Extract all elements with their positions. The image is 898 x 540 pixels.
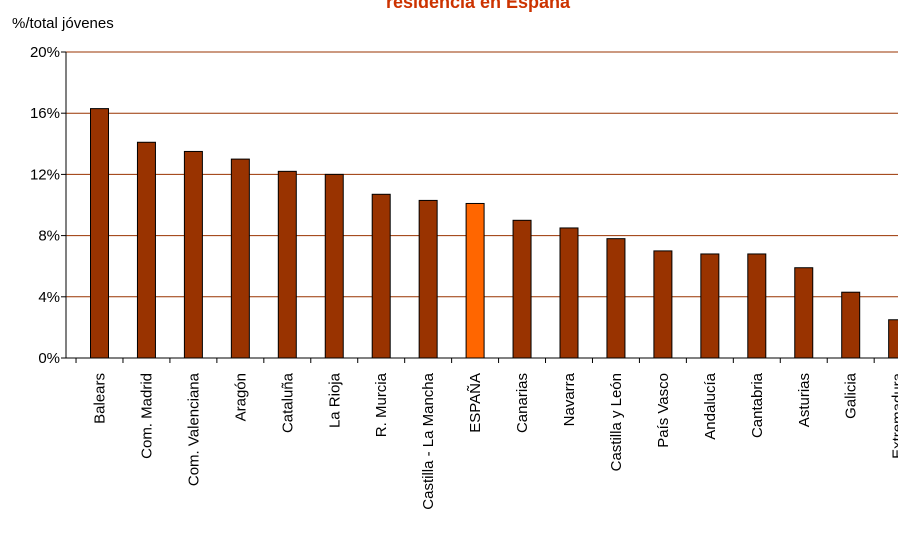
chart-title: residencia en España bbox=[386, 0, 571, 12]
x-tick-label: R. Murcia bbox=[373, 372, 390, 437]
bar-cantabria bbox=[747, 253, 767, 359]
x-tick-label: Navarra bbox=[561, 372, 578, 426]
x-tick-label: Cantabria bbox=[749, 372, 766, 438]
y-axis-ticks: 0% 4% 8% 12% 16% 20% bbox=[30, 44, 66, 367]
x-tick-label: Canarias bbox=[514, 373, 531, 433]
x-tick-label: Com. Madrid bbox=[138, 373, 155, 459]
bar-castilla-y-león bbox=[606, 238, 626, 359]
bar-la-rioja bbox=[324, 173, 344, 359]
x-tick-label: ESPAÑA bbox=[467, 373, 484, 433]
bar-com-madrid bbox=[136, 141, 156, 359]
x-tick-label: Castilla - La Mancha bbox=[420, 372, 437, 509]
bars bbox=[90, 108, 898, 359]
bar-balears bbox=[90, 108, 109, 359]
x-tick-label: Castilla y León bbox=[608, 373, 625, 471]
x-tick-label: Andalucía bbox=[702, 372, 719, 439]
bar-canarias bbox=[512, 219, 532, 359]
x-tick-label: Asturias bbox=[796, 373, 813, 427]
y-tick-label: 0% bbox=[38, 350, 60, 367]
bar-país-vasco bbox=[653, 250, 673, 359]
bar-asturias bbox=[794, 267, 814, 359]
bar-com-valenciana bbox=[183, 150, 203, 359]
x-tick-label: Extremadura bbox=[890, 372, 898, 459]
bar-galicia bbox=[841, 291, 861, 359]
x-tick-label: Galicia bbox=[843, 372, 860, 419]
x-tick-label: La Rioja bbox=[326, 372, 343, 428]
x-tick-label: Balears bbox=[92, 373, 109, 424]
y-tick-label: 16% bbox=[30, 105, 60, 122]
x-tick-label: Cataluña bbox=[279, 372, 296, 433]
bar-andalucía bbox=[700, 253, 720, 359]
x-axis-labels: Balears Com. Madrid Com. Valenciana Aragón C… bbox=[92, 372, 898, 509]
bar-r-murcia bbox=[371, 193, 391, 359]
x-tick-label: País Vasco bbox=[655, 373, 672, 448]
bar-españa bbox=[465, 202, 485, 359]
y-axis-label: %/total jóvenes bbox=[12, 15, 114, 32]
y-tick-label: 4% bbox=[38, 289, 60, 306]
y-tick-label: 20% bbox=[30, 44, 60, 61]
bar-navarra bbox=[559, 227, 579, 359]
bar-cataluña bbox=[277, 170, 297, 359]
bar-castilla-la-mancha bbox=[418, 199, 438, 359]
bar-aragón bbox=[230, 158, 250, 359]
y-tick-label: 12% bbox=[30, 166, 60, 183]
bar-extremadura bbox=[888, 319, 898, 359]
x-tick-label: Com. Valenciana bbox=[185, 372, 202, 486]
y-tick-label: 8% bbox=[38, 228, 60, 245]
axes bbox=[65, 52, 898, 363]
x-tick-label: Aragón bbox=[232, 373, 249, 421]
